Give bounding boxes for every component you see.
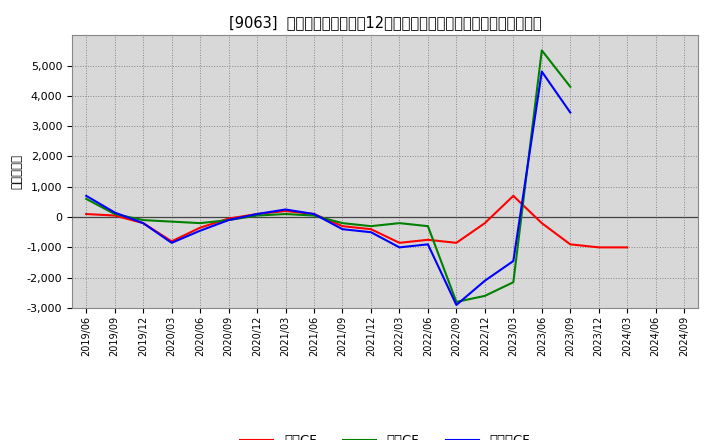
- 営業CF: [423, 237, 432, 242]
- フリーCF: [366, 230, 375, 235]
- 投資CF: [167, 219, 176, 224]
- フリーCF: [423, 242, 432, 247]
- フリーCF: [139, 220, 148, 226]
- フリーCF: [225, 217, 233, 223]
- 投資CF: [253, 213, 261, 218]
- Line: 投資CF: 投資CF: [86, 50, 570, 302]
- フリーCF: [82, 193, 91, 198]
- 営業CF: [310, 211, 318, 216]
- Legend: 営業CF, 投資CF, フリーCF: 営業CF, 投資CF, フリーCF: [235, 429, 535, 440]
- 営業CF: [139, 220, 148, 226]
- 投資CF: [282, 211, 290, 216]
- 営業CF: [537, 220, 546, 226]
- Y-axis label: （百万円）: （百万円）: [11, 154, 24, 189]
- 投資CF: [452, 299, 461, 304]
- 営業CF: [82, 211, 91, 216]
- 営業CF: [395, 240, 404, 246]
- 営業CF: [509, 193, 518, 198]
- 営業CF: [338, 224, 347, 229]
- 投資CF: [139, 217, 148, 223]
- 営業CF: [110, 213, 119, 218]
- フリーCF: [338, 227, 347, 232]
- Line: フリーCF: フリーCF: [86, 72, 570, 305]
- フリーCF: [509, 258, 518, 264]
- 営業CF: [196, 225, 204, 230]
- Title: [9063]  キャッシュフローの12か月移動合計の対前年同期増減額の推移: [9063] キャッシュフローの12か月移動合計の対前年同期増減額の推移: [229, 15, 541, 30]
- 投資CF: [566, 84, 575, 89]
- 投資CF: [537, 48, 546, 53]
- 営業CF: [480, 220, 489, 226]
- フリーCF: [537, 69, 546, 74]
- 営業CF: [167, 238, 176, 244]
- 営業CF: [225, 216, 233, 221]
- フリーCF: [253, 211, 261, 216]
- Line: 営業CF: 営業CF: [86, 196, 627, 247]
- 投資CF: [82, 196, 91, 202]
- 投資CF: [480, 293, 489, 298]
- 営業CF: [452, 240, 461, 246]
- フリーCF: [282, 207, 290, 212]
- フリーCF: [395, 245, 404, 250]
- 投資CF: [423, 224, 432, 229]
- 営業CF: [595, 245, 603, 250]
- フリーCF: [310, 211, 318, 216]
- 投資CF: [366, 224, 375, 229]
- 営業CF: [366, 227, 375, 232]
- フリーCF: [566, 110, 575, 115]
- 営業CF: [282, 209, 290, 214]
- 投資CF: [310, 213, 318, 218]
- 営業CF: [253, 211, 261, 216]
- フリーCF: [452, 302, 461, 308]
- 営業CF: [623, 245, 631, 250]
- フリーCF: [196, 228, 204, 233]
- フリーCF: [110, 210, 119, 215]
- 投資CF: [395, 220, 404, 226]
- フリーCF: [480, 278, 489, 283]
- 投資CF: [225, 217, 233, 223]
- 投資CF: [338, 220, 347, 226]
- 投資CF: [509, 279, 518, 285]
- 営業CF: [566, 242, 575, 247]
- フリーCF: [167, 240, 176, 246]
- 投資CF: [110, 211, 119, 216]
- 投資CF: [196, 220, 204, 226]
